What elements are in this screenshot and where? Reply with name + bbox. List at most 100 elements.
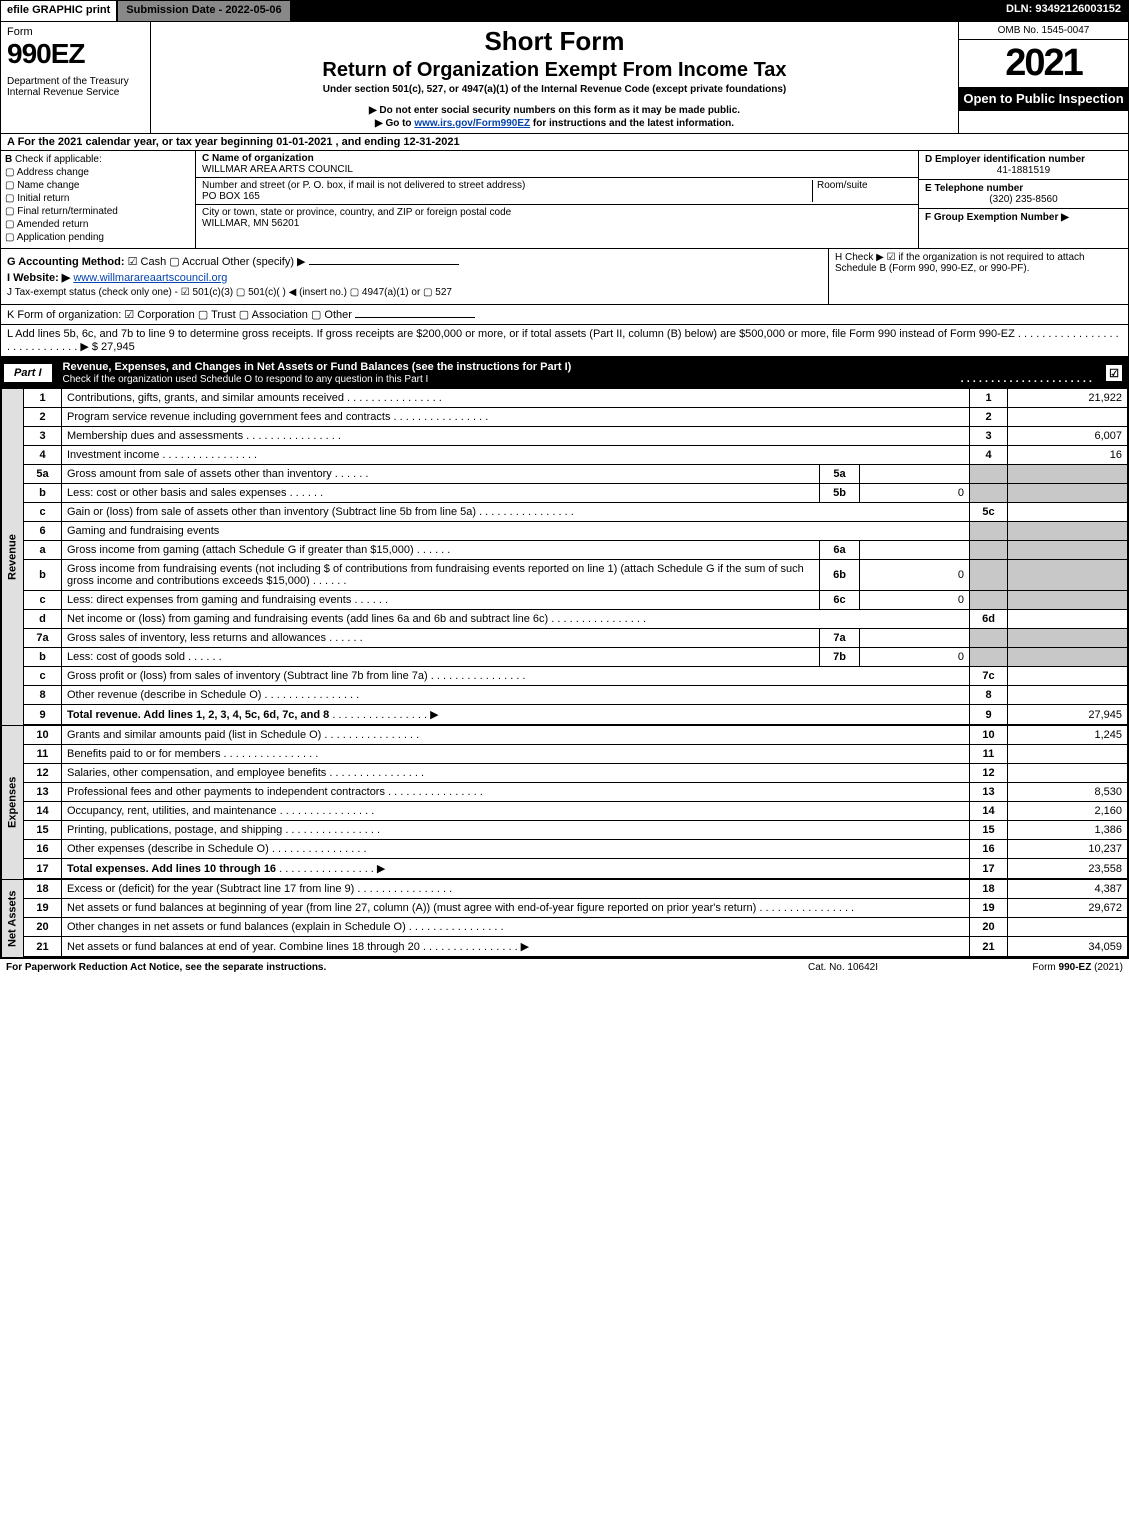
row-a-tax-year: A For the 2021 calendar year, or tax yea… [0, 134, 1129, 151]
g-other-blank[interactable] [309, 264, 459, 265]
subtitle: Under section 501(c), 527, or 4947(a)(1)… [155, 84, 954, 95]
spacer [291, 0, 998, 22]
line-desc: Other changes in net assets or fund bala… [62, 918, 970, 937]
chk-final-return[interactable]: ▢ Final return/terminated [5, 206, 191, 217]
line-5a: 5aGross amount from sale of assets other… [24, 465, 1128, 484]
line-desc: Contributions, gifts, grants, and simila… [62, 389, 970, 408]
line-4: 4Investment income . . . . . . . . . . .… [24, 446, 1128, 465]
street-value: PO BOX 165 [202, 191, 812, 202]
line-ref: 2 [970, 408, 1008, 427]
line-ref: 17 [970, 859, 1008, 879]
tax-year: 2021 [959, 40, 1128, 87]
line-amount: 6,007 [1008, 427, 1128, 446]
line-12: 12Salaries, other compensation, and empl… [24, 764, 1128, 783]
line-desc: Benefits paid to or for members . . . . … [62, 745, 970, 764]
section-c: C Name of organization WILLMAR AREA ARTS… [196, 151, 918, 248]
line-num: a [24, 541, 62, 560]
part1-header: Part I Revenue, Expenses, and Changes in… [0, 357, 1129, 389]
group-exemption-label: F Group Exemption Number ▶ [925, 212, 1122, 223]
line-ref: 13 [970, 783, 1008, 802]
footer-left: For Paperwork Reduction Act Notice, see … [6, 962, 743, 973]
chk-amended-return[interactable]: ▢ Amended return [5, 219, 191, 230]
line-desc: Net assets or fund balances at end of ye… [62, 937, 970, 957]
chk-name-change[interactable]: ▢ Name change [5, 180, 191, 191]
line-ref: 10 [970, 726, 1008, 745]
line-amount: 29,672 [1008, 899, 1128, 918]
dln: DLN: 93492126003152 [998, 0, 1129, 22]
line-d: dNet income or (loss) from gaming and fu… [24, 610, 1128, 629]
line-amount-gray [1008, 522, 1128, 541]
chk-application-pending[interactable]: ▢ Application pending [5, 232, 191, 243]
subline-value: 0 [860, 591, 970, 610]
line-amount-gray [1008, 484, 1128, 503]
line-desc: Other expenses (describe in Schedule O) … [62, 840, 970, 859]
line-amount [1008, 408, 1128, 427]
part1-label: Part I [3, 363, 53, 383]
line-amount: 2,160 [1008, 802, 1128, 821]
g-other[interactable]: Other (specify) ▶ [222, 256, 306, 268]
line-desc: Gross amount from sale of assets other t… [62, 465, 820, 484]
page-footer: For Paperwork Reduction Act Notice, see … [0, 958, 1129, 976]
line-ref: 18 [970, 880, 1008, 899]
group-exemption-row: F Group Exemption Number ▶ [919, 209, 1128, 248]
line-num: 5a [24, 465, 62, 484]
form-word: Form [7, 26, 144, 38]
line-desc: Professional fees and other payments to … [62, 783, 970, 802]
subline-value: 0 [860, 484, 970, 503]
row-k-text: K Form of organization: ☑ Corporation ▢ … [7, 309, 352, 321]
line-b: bGross income from fundraising events (n… [24, 560, 1128, 591]
footer-cat-no: Cat. No. 10642I [743, 962, 943, 973]
line-num: 1 [24, 389, 62, 408]
website-link[interactable]: www.willmarareaartscouncil.org [73, 272, 227, 284]
note-goto-prefix: ▶ Go to [375, 118, 414, 129]
g-accrual[interactable]: ▢ Accrual [169, 256, 219, 268]
line-amount [1008, 764, 1128, 783]
line-19: 19Net assets or fund balances at beginni… [24, 899, 1128, 918]
subline-value [860, 465, 970, 484]
footer-right: Form 990-EZ (2021) [943, 962, 1123, 973]
line-desc: Salaries, other compensation, and employ… [62, 764, 970, 783]
part1-schedule-o-check[interactable]: ☑ [1106, 365, 1122, 381]
line-18: 18Excess or (deficit) for the year (Subt… [24, 880, 1128, 899]
note-goto-suffix: for instructions and the latest informat… [530, 118, 734, 129]
line-desc: Less: cost or other basis and sales expe… [62, 484, 820, 503]
line-num: 9 [24, 705, 62, 725]
open-to-public: Open to Public Inspection [959, 87, 1128, 111]
tel-value: (320) 235-8560 [925, 194, 1122, 205]
line-num: c [24, 503, 62, 522]
street-row: Number and street (or P. O. box, if mail… [196, 178, 918, 205]
line-amount: 21,922 [1008, 389, 1128, 408]
line-ref: 1 [970, 389, 1008, 408]
line-a: aGross income from gaming (attach Schedu… [24, 541, 1128, 560]
line-num: 12 [24, 764, 62, 783]
g-cash[interactable]: ☑ Cash [128, 256, 167, 268]
line-16: 16Other expenses (describe in Schedule O… [24, 840, 1128, 859]
line-desc: Grants and similar amounts paid (list in… [62, 726, 970, 745]
line-amount: 27,945 [1008, 705, 1128, 725]
line-amount-gray [1008, 629, 1128, 648]
subline-ref: 6b [820, 560, 860, 591]
row-j: J Tax-exempt status (check only one) - ☑… [7, 287, 822, 298]
g-label: G Accounting Method: [7, 256, 125, 268]
line-ref: 15 [970, 821, 1008, 840]
line-amount-gray [1008, 591, 1128, 610]
chk-initial-return[interactable]: ▢ Initial return [5, 193, 191, 204]
street-label: Number and street (or P. O. box, if mail… [202, 180, 812, 191]
line-num: 4 [24, 446, 62, 465]
efile-print[interactable]: efile GRAPHIC print [0, 0, 117, 22]
line-desc: Gross income from gaming (attach Schedul… [62, 541, 820, 560]
line-b: bLess: cost of goods sold . . . . . .7b0 [24, 648, 1128, 667]
line-desc: Occupancy, rent, utilities, and maintena… [62, 802, 970, 821]
ein-value: 41-1881519 [925, 165, 1122, 176]
row-k-blank[interactable] [355, 317, 475, 318]
chk-address-change[interactable]: ▢ Address change [5, 167, 191, 178]
line-ref: 20 [970, 918, 1008, 937]
tel-row: E Telephone number (320) 235-8560 [919, 180, 1128, 209]
line-num: 21 [24, 937, 62, 957]
city-value: WILLMAR, MN 56201 [202, 218, 912, 229]
irs-link[interactable]: www.irs.gov/Form990EZ [414, 118, 530, 129]
section-b-letter: B [5, 154, 12, 165]
line-c: cGross profit or (loss) from sales of in… [24, 667, 1128, 686]
submission-date: Submission Date - 2022-05-06 [117, 0, 290, 22]
line-ref: 16 [970, 840, 1008, 859]
